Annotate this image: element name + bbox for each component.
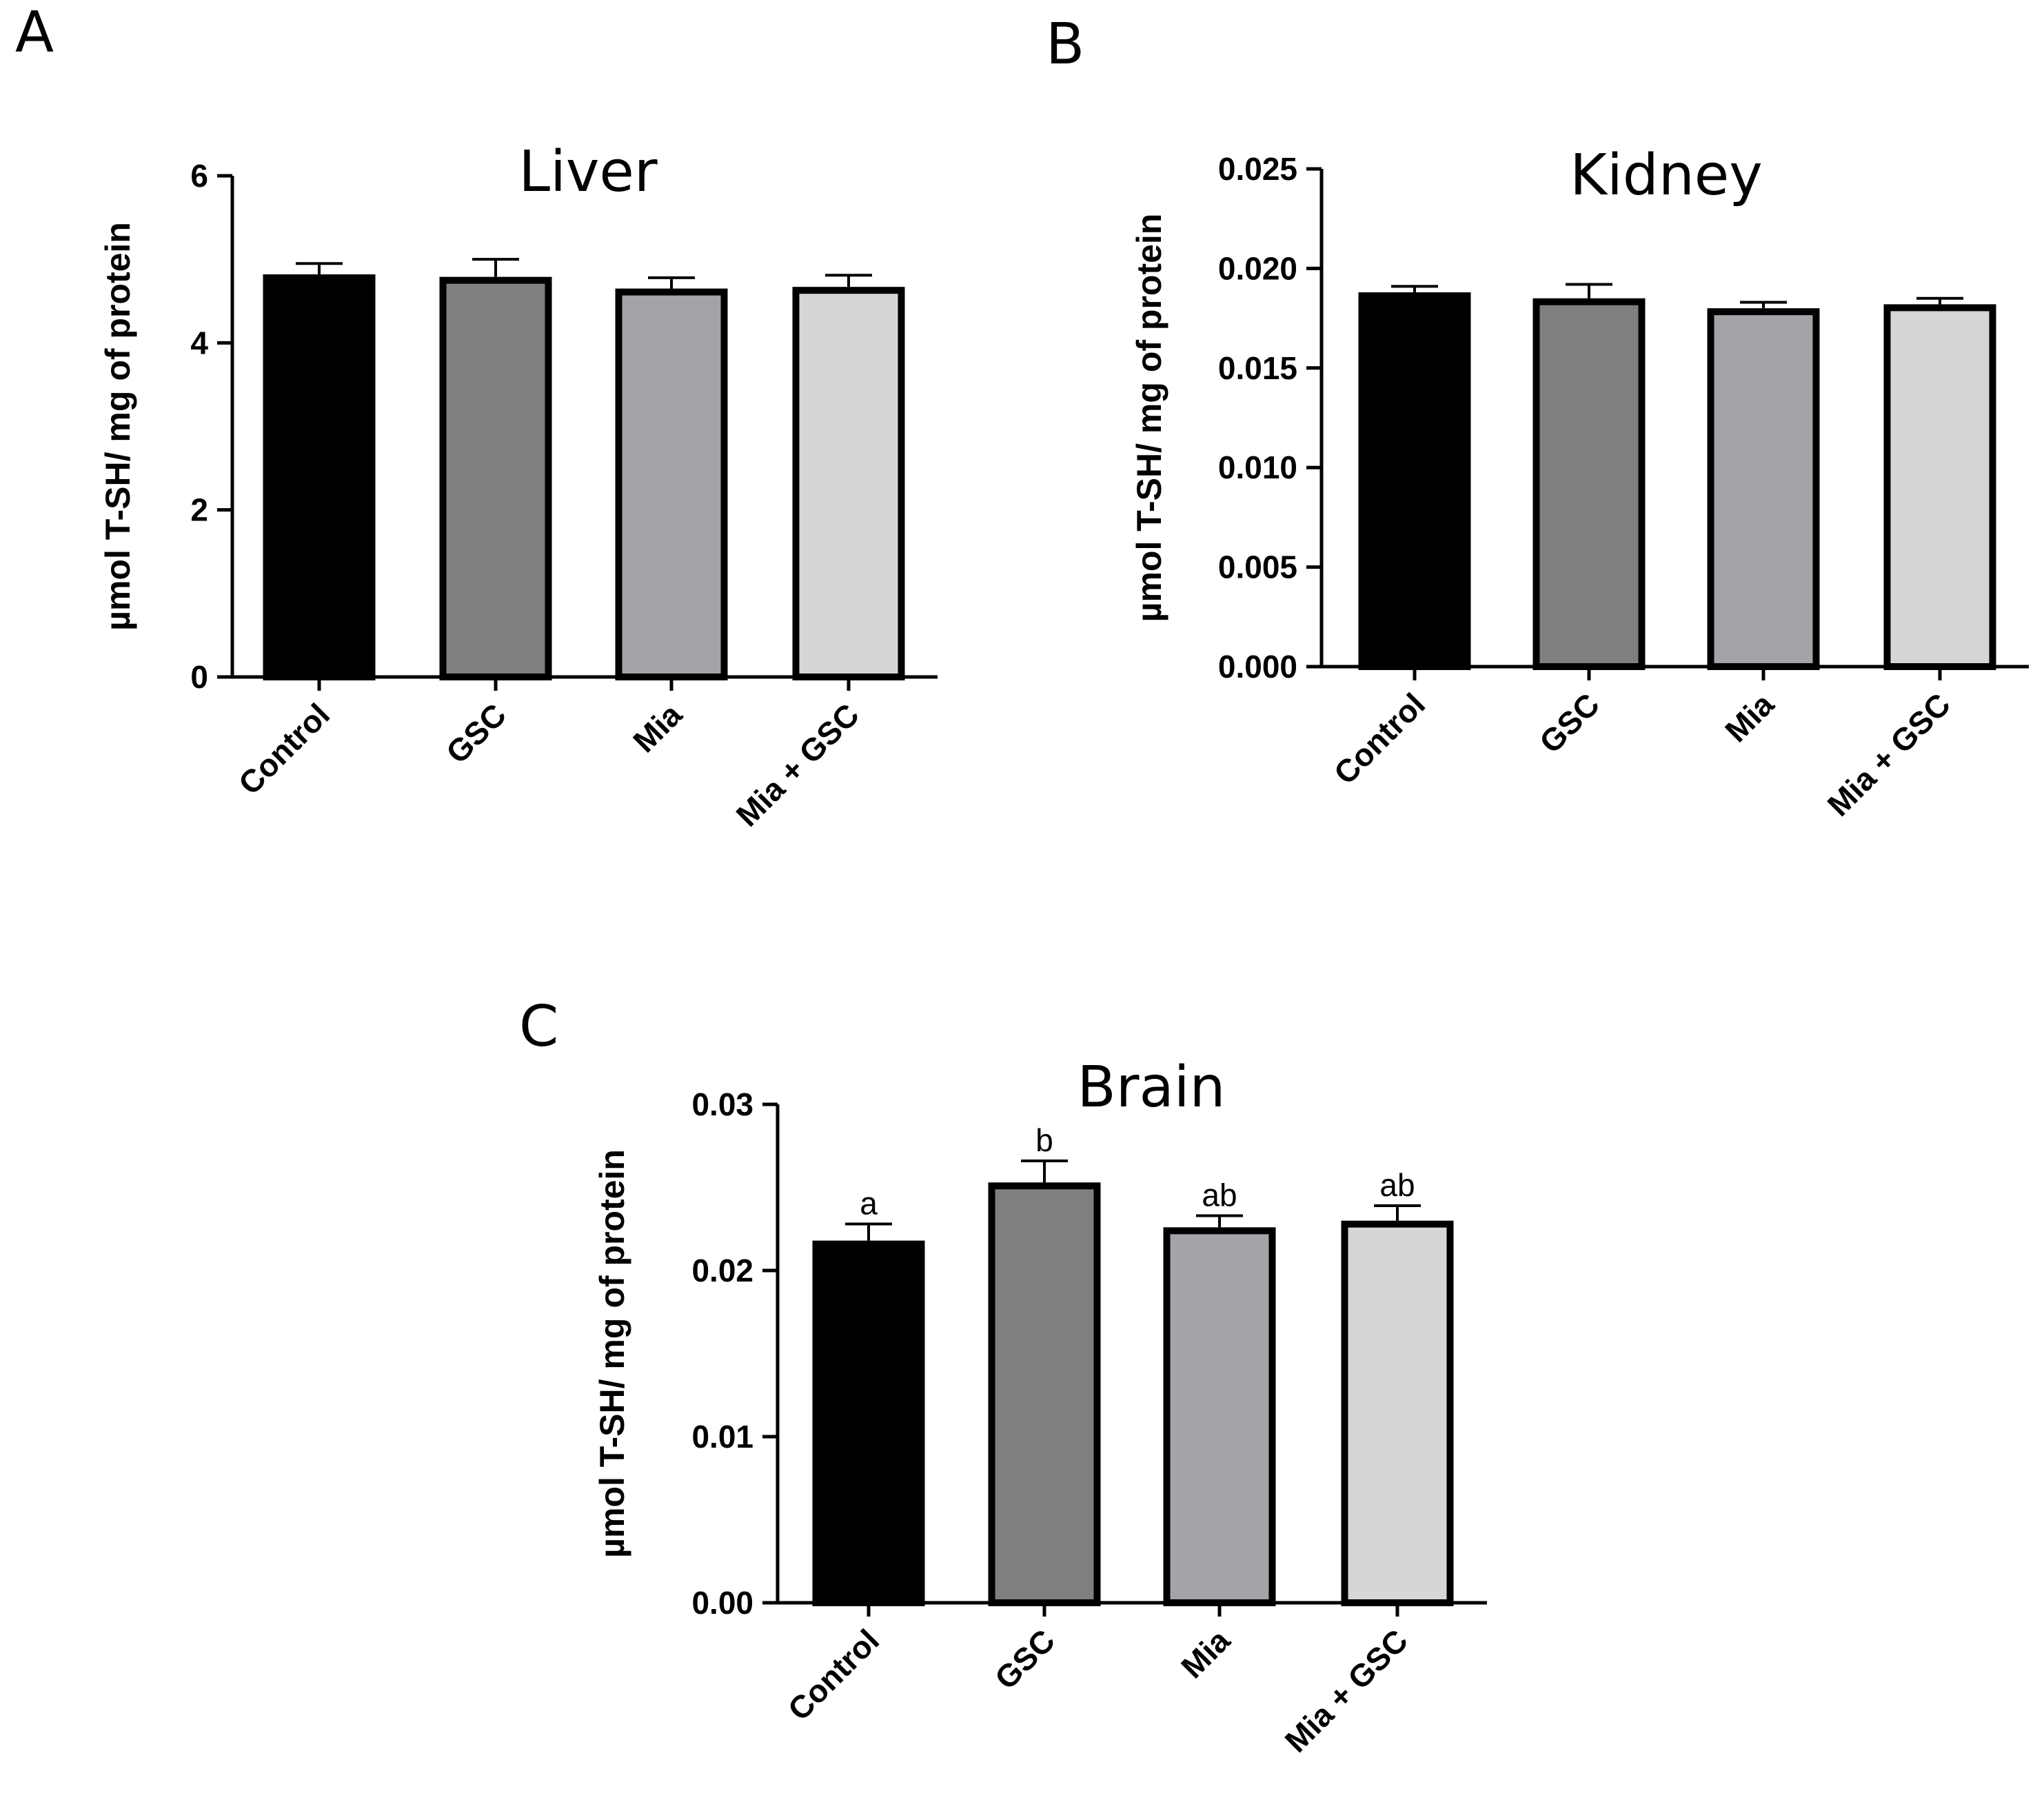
y-tick-label: 0.000	[1218, 649, 1297, 685]
bar-gsc	[1532, 298, 1646, 671]
y-tick-label: 0.010	[1218, 449, 1297, 485]
y-tick-label: 0.03	[691, 1086, 753, 1122]
panel-letter: C	[519, 994, 558, 1060]
y-tick-label: 0.00	[691, 1585, 753, 1621]
y-tick-label: 0.02	[691, 1253, 753, 1288]
panel-letter: B	[1046, 12, 1084, 77]
bar-mia	[1707, 308, 1820, 671]
chart-title: Liver	[518, 139, 657, 205]
y-tick-label: 0.015	[1218, 350, 1297, 386]
x-tick-label: Mia + GSC	[1821, 686, 1958, 823]
bar-gsc	[439, 276, 552, 680]
y-tick-label: 0.005	[1218, 549, 1297, 585]
significance-label: ab	[1379, 1167, 1415, 1203]
chart-title: Kidney	[1570, 143, 1763, 208]
x-tick-label: Mia	[1174, 1622, 1237, 1685]
x-tick-label: Mia + GSC	[1278, 1622, 1415, 1759]
chart-panel-c: C Brain µmol T-SH/ mg of protein 0.00 0.01 0.…	[519, 994, 1487, 1759]
panel-letter: A	[15, 0, 54, 65]
bar-mia-gsc	[1341, 1220, 1454, 1606]
x-tick-label: Control	[232, 696, 336, 801]
bar-gsc	[988, 1182, 1101, 1606]
y-axis-label: µmol T-SH/ mg of protein	[99, 222, 137, 631]
chart-panel-b: B Kidney µmol T-SH/ mg of protein 0.000 0.00…	[1046, 12, 2029, 823]
x-tick-label: Control	[781, 1622, 886, 1727]
chart-panel-a: A Liver µmol T-SH/ mg of protein 0 2 4 6 Contro…	[15, 0, 938, 833]
significance-label: b	[1035, 1122, 1053, 1158]
y-axis-label: µmol T-SH/ mg of protein	[593, 1149, 631, 1558]
y-tick-label: 0.020	[1218, 250, 1297, 286]
y-tick-label: 0.01	[691, 1419, 753, 1455]
y-tick-label: 6	[190, 158, 208, 194]
bar-mia-gsc	[792, 287, 905, 680]
x-tick-label: GSC	[439, 696, 513, 770]
bar-mia	[1163, 1227, 1276, 1606]
y-axis-label: µmol T-SH/ mg of protein	[1130, 214, 1168, 622]
significance-label: a	[860, 1186, 878, 1222]
chart-title: Brain	[1077, 1055, 1226, 1120]
y-tick-label: 4	[190, 325, 208, 361]
x-tick-label: Mia + GSC	[729, 696, 867, 833]
bar-control	[1358, 292, 1471, 670]
x-tick-label: GSC	[1532, 686, 1606, 760]
y-tick-label: 0	[190, 659, 208, 695]
x-tick-label: Mia	[626, 696, 689, 759]
x-tick-label: Control	[1327, 686, 1432, 791]
bar-control	[263, 274, 376, 680]
x-tick-label: GSC	[988, 1622, 1062, 1696]
bar-mia-gsc	[1883, 304, 1996, 671]
y-tick-label: 0.025	[1218, 151, 1297, 187]
bar-mia	[615, 288, 728, 680]
significance-label: ab	[1202, 1177, 1237, 1213]
x-tick-label: Mia	[1718, 686, 1781, 749]
bar-control	[812, 1240, 925, 1606]
y-tick-label: 2	[190, 492, 208, 528]
